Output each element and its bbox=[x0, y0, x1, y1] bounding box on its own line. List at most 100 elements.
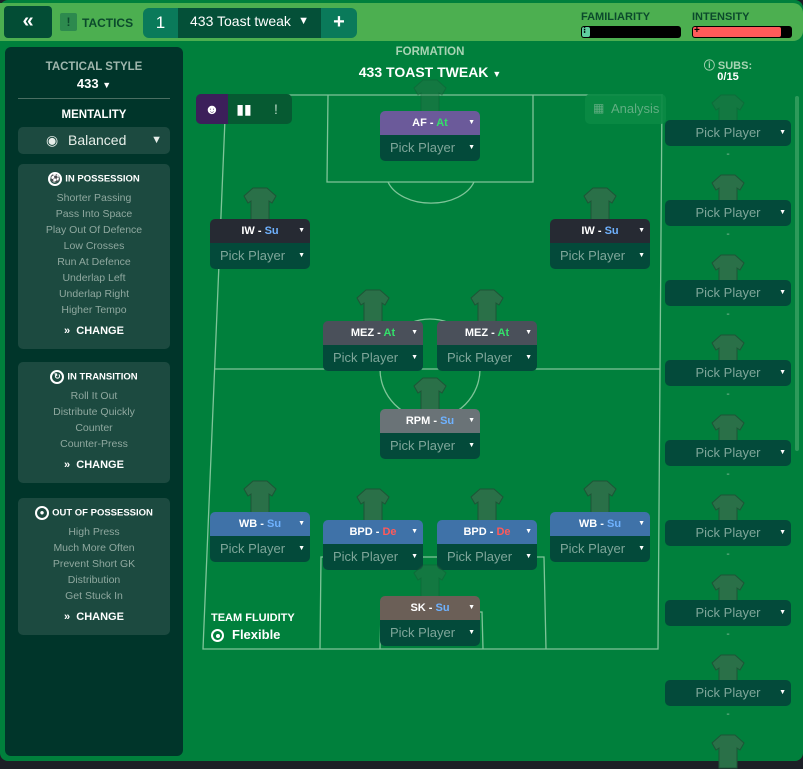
pick-player-dropdown[interactable]: Pick Player ▼ bbox=[323, 544, 423, 570]
role-name: IW bbox=[241, 225, 255, 237]
instruction-item: Much More Often bbox=[53, 542, 135, 554]
pick-player-dropdown[interactable]: Pick Player ▼ bbox=[437, 345, 537, 371]
pick-player-label: Pick Player bbox=[695, 205, 761, 220]
change-button[interactable]: » CHANGE bbox=[18, 459, 170, 475]
subs-title: SUBS: bbox=[717, 60, 753, 72]
analysis-button[interactable]: ▦ Analysis bbox=[585, 94, 666, 124]
caret-down-icon: ▼ bbox=[468, 604, 475, 611]
sub-slot-dropdown[interactable]: Pick Player ▼ bbox=[665, 440, 791, 466]
tactic-view-button[interactable]: ! bbox=[274, 101, 278, 117]
mentality-dropdown[interactable]: ◉ Balanced ▼ bbox=[18, 127, 170, 154]
change-label: CHANGE bbox=[76, 611, 124, 623]
change-button[interactable]: » CHANGE bbox=[18, 325, 170, 341]
sub-slot-dropdown[interactable]: Pick Player ▼ bbox=[665, 680, 791, 706]
mentality-label: MENTALITY bbox=[61, 109, 127, 121]
caret-down-icon: ▼ bbox=[779, 529, 786, 536]
intensity-fill bbox=[693, 27, 782, 37]
role-dropdown[interactable]: AF - At ▼ bbox=[380, 111, 480, 135]
chevron-down-icon: ▼ bbox=[492, 69, 502, 79]
pick-player-dropdown[interactable]: Pick Player ▼ bbox=[380, 135, 480, 161]
instruction-item: Run At Defence bbox=[57, 256, 131, 268]
role-dropdown[interactable]: RPM - Su ▼ bbox=[380, 409, 480, 433]
sub-player-name: - bbox=[726, 149, 730, 160]
role-dropdown[interactable]: BPD - De ▼ bbox=[437, 520, 537, 544]
role-dropdown[interactable]: MEZ - At ▼ bbox=[323, 321, 423, 345]
stats-view-button[interactable]: ▮▮ bbox=[236, 101, 252, 117]
pick-player-label: Pick Player bbox=[447, 350, 513, 365]
role-dropdown[interactable]: MEZ - At ▼ bbox=[437, 321, 537, 345]
role-duty: At bbox=[497, 327, 510, 339]
shirt-icon bbox=[583, 187, 617, 222]
instruction-item: Play Out Of Defence bbox=[45, 224, 143, 236]
pick-player-dropdown[interactable]: Pick Player ▼ bbox=[380, 620, 480, 646]
pick-player-dropdown[interactable]: Pick Player ▼ bbox=[550, 243, 650, 269]
add-tactic-button[interactable]: + bbox=[333, 11, 345, 33]
caret-down-icon: ▼ bbox=[638, 545, 645, 552]
role-duty: Su bbox=[440, 415, 455, 427]
role-dropdown[interactable]: SK - Su ▼ bbox=[380, 596, 480, 620]
role-dropdown[interactable]: WB - Su ▼ bbox=[210, 512, 310, 536]
analysis-label: Analysis bbox=[611, 101, 660, 116]
player-view-button[interactable]: ☻ bbox=[196, 94, 228, 124]
sub-slot-dropdown[interactable]: Pick Player ▼ bbox=[665, 520, 791, 546]
scrollbar[interactable] bbox=[795, 96, 799, 451]
change-button[interactable]: » CHANGE bbox=[18, 611, 170, 627]
sub-slot-dropdown[interactable]: Pick Player ▼ bbox=[665, 120, 791, 146]
player-slot: AF - At ▼ Pick Player ▼ bbox=[380, 111, 480, 161]
role-dropdown[interactable]: WB - Su ▼ bbox=[550, 512, 650, 536]
role-duty: De bbox=[496, 526, 511, 538]
pick-player-dropdown[interactable]: Pick Player ▼ bbox=[210, 243, 310, 269]
top-penalty-box bbox=[326, 94, 534, 183]
pick-player-dropdown[interactable]: Pick Player ▼ bbox=[437, 544, 537, 570]
caret-down-icon: ▼ bbox=[638, 252, 645, 259]
caret-down-icon: ▼ bbox=[525, 528, 532, 535]
familiarity-fill bbox=[582, 27, 590, 37]
role-dropdown[interactable]: IW - Su ▼ bbox=[550, 219, 650, 243]
view-toggle: ☻ ▮▮ ! bbox=[196, 94, 292, 124]
sub-slot-dropdown[interactable]: Pick Player ▼ bbox=[665, 280, 791, 306]
formation-label: FORMATION bbox=[395, 46, 465, 58]
shirt-icon bbox=[583, 480, 617, 515]
caret-down-icon: ▼ bbox=[525, 553, 532, 560]
intensity-bar[interactable]: + bbox=[692, 26, 792, 38]
section-header: ↻ IN TRANSITION bbox=[18, 370, 170, 384]
role-duty: Su bbox=[264, 225, 279, 237]
tactic-name: 433 Toast tweak bbox=[190, 13, 291, 29]
instruction-item: Prevent Short GK bbox=[52, 558, 136, 570]
chevron-down-icon: ▼ bbox=[102, 80, 112, 90]
pick-player-dropdown[interactable]: Pick Player ▼ bbox=[550, 536, 650, 562]
caret-down-icon: ▼ bbox=[411, 553, 418, 560]
instruction-item: Roll It Out bbox=[70, 390, 118, 402]
sub-slot-dropdown[interactable]: Pick Player ▼ bbox=[665, 360, 791, 386]
role-dropdown[interactable]: IW - Su ▼ bbox=[210, 219, 310, 243]
role-duty: At bbox=[383, 327, 396, 339]
mentality-value: Balanced bbox=[68, 132, 127, 148]
instruction-item: Get Stuck In bbox=[65, 590, 123, 602]
sub-slot-dropdown[interactable]: Pick Player ▼ bbox=[665, 600, 791, 626]
sub-slot-dropdown[interactable]: Pick Player ▼ bbox=[665, 200, 791, 226]
shirt-icon bbox=[356, 289, 390, 324]
bottom-penalty-box bbox=[319, 556, 547, 650]
pick-player-dropdown[interactable]: Pick Player ▼ bbox=[380, 433, 480, 459]
pick-player-dropdown[interactable]: Pick Player ▼ bbox=[210, 536, 310, 562]
pick-player-label: Pick Player bbox=[333, 350, 399, 365]
grid-icon: ▦ bbox=[593, 101, 605, 115]
section-header: ⚽ IN POSSESSION bbox=[18, 172, 170, 186]
shirt-icon bbox=[413, 79, 447, 114]
tactic-slot-number[interactable]: 1 bbox=[155, 13, 166, 32]
plus-icon: + bbox=[694, 26, 700, 36]
caret-down-icon: ▼ bbox=[779, 129, 786, 136]
pick-player-dropdown[interactable]: Pick Player ▼ bbox=[323, 345, 423, 371]
pick-player-label: Pick Player bbox=[390, 140, 456, 155]
section-icon: ⚽ bbox=[48, 172, 63, 186]
sub-player-name: - bbox=[726, 309, 730, 320]
section-header: ● OUT OF POSSESSION bbox=[18, 506, 170, 520]
formation-dropdown[interactable]: 433 TOAST TWEAK ▼ bbox=[330, 64, 530, 80]
role-name: WB bbox=[238, 518, 258, 530]
back-button[interactable]: « bbox=[4, 6, 52, 38]
role-dropdown[interactable]: BPD - De ▼ bbox=[323, 520, 423, 544]
familiarity-bar[interactable]: ⁝ bbox=[581, 26, 681, 38]
tactical-style-dropdown[interactable]: 433 ▼ bbox=[5, 76, 183, 91]
tactic-name-dropdown[interactable]: 433 Toast tweak ▼ bbox=[178, 8, 321, 38]
